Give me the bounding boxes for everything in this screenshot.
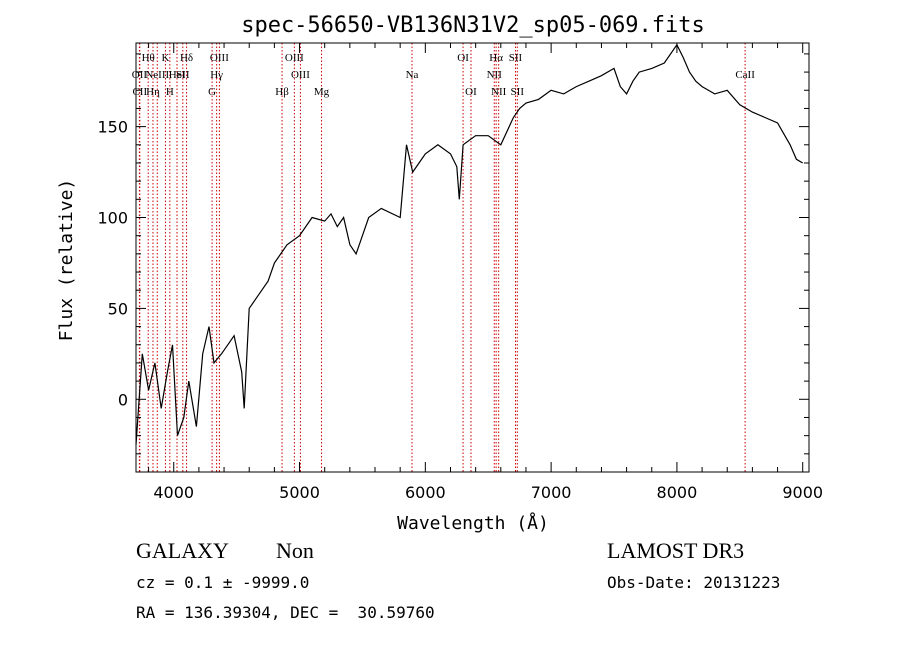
emission-label-12: G xyxy=(208,86,216,98)
x-tick-label-1: 5000 xyxy=(279,483,320,502)
emission-label-24: SII xyxy=(511,86,525,98)
emission-label-15: OIII xyxy=(291,69,310,81)
emission-label-11: Hγ xyxy=(210,69,223,81)
emission-label-10: OIII xyxy=(210,52,229,64)
y-axis-ticks: 0 50 100 150 xyxy=(97,53,809,455)
y-tick-label-3: 150 xyxy=(97,118,128,137)
x-tick-label-0: 4000 xyxy=(153,483,194,502)
chart-title: spec-56650-VB136N31V2_sp05-069.fits xyxy=(241,13,705,38)
emission-label-4: NeIII xyxy=(145,69,169,81)
survey-name: LAMOST DR3 xyxy=(607,538,745,563)
emission-label-7: HeI xyxy=(169,69,186,81)
observation-date: Obs-Date: 20131223 xyxy=(607,573,781,592)
plot-frame xyxy=(135,42,810,473)
object-subclass: Non xyxy=(276,538,314,563)
emission-label-16: Mg xyxy=(314,86,330,98)
x-tick-label-4: 8000 xyxy=(657,483,698,502)
emission-label-25: CaII xyxy=(735,69,755,81)
emission-label-23: NII xyxy=(491,86,507,98)
emission-label-22: NII xyxy=(487,69,503,81)
y-tick-label-2: 100 xyxy=(97,209,128,228)
emission-label-13: Hβ xyxy=(275,86,289,98)
x-axis-ticks: 4000 5000 6000 7000 8000 9000 xyxy=(148,43,823,502)
emission-line-markers xyxy=(138,43,746,472)
emission-label-3: Hη xyxy=(146,86,160,98)
emission-label-2: Hθ xyxy=(142,52,155,64)
object-class: GALAXY xyxy=(136,538,229,563)
y-axis-label: Flux (relative) xyxy=(56,179,77,342)
y-tick-label-0: 0 xyxy=(118,390,128,409)
x-tick-label-3: 7000 xyxy=(531,483,572,502)
emission-label-20: Hα xyxy=(489,52,503,64)
emission-label-17: Na xyxy=(406,69,419,81)
emission-label-8: Hδ xyxy=(180,52,193,64)
spectrum-line xyxy=(135,43,804,445)
x-axis-label: Wavelength (Å) xyxy=(397,512,549,534)
emission-label-14: OIII xyxy=(285,52,304,64)
x-tick-label-5: 9000 xyxy=(782,483,823,502)
emission-label-9: SII xyxy=(176,69,190,81)
emission-label-21: SII xyxy=(509,52,523,64)
redshift-cz: cz = 0.1 ± -9999.0 xyxy=(136,573,310,592)
emission-label-6: H xyxy=(166,86,174,98)
x-tick-label-2: 6000 xyxy=(405,483,446,502)
y-tick-label-1: 50 xyxy=(108,299,128,318)
emission-label-5: K xyxy=(161,52,169,64)
coordinates: RA = 136.39304, DEC = 30.59760 xyxy=(136,603,435,622)
emission-label-18: OI xyxy=(457,52,469,64)
emission-label-19: OI xyxy=(465,86,477,98)
